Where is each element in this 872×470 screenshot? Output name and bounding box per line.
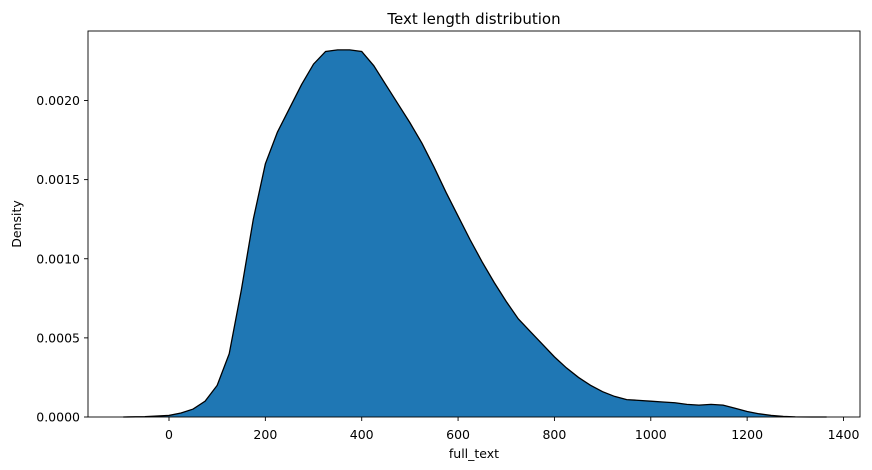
x-tick-label: 600 bbox=[446, 427, 470, 442]
plot-area bbox=[123, 49, 827, 418]
x-axis-label: full_text bbox=[449, 446, 499, 461]
y-axis: 0.0000 0.0005 0.0010 0.0015 0.0020 bbox=[36, 93, 88, 425]
y-tick-label: 0.0000 bbox=[36, 410, 80, 425]
chart-title: Text length distribution bbox=[386, 10, 560, 28]
density-line bbox=[123, 49, 827, 418]
plot-frame bbox=[87, 30, 861, 418]
x-tick-label: 1400 bbox=[828, 427, 860, 442]
y-tick-label: 0.0015 bbox=[36, 172, 80, 187]
x-axis: 0 200 400 600 800 1000 1200 1400 bbox=[165, 417, 859, 442]
y-tick-label: 0.0010 bbox=[36, 251, 80, 266]
x-tick-label: 1200 bbox=[731, 427, 763, 442]
x-tick-label: 800 bbox=[542, 427, 566, 442]
x-tick-label: 200 bbox=[253, 427, 277, 442]
x-tick-label: 1000 bbox=[635, 427, 667, 442]
y-tick-label: 0.0020 bbox=[36, 93, 80, 108]
y-tick-label: 0.0005 bbox=[36, 330, 80, 345]
x-tick-label: 400 bbox=[350, 427, 374, 442]
x-tick-label: 0 bbox=[165, 427, 173, 442]
y-axis-label: Density bbox=[9, 200, 24, 248]
density-area bbox=[123, 49, 827, 418]
